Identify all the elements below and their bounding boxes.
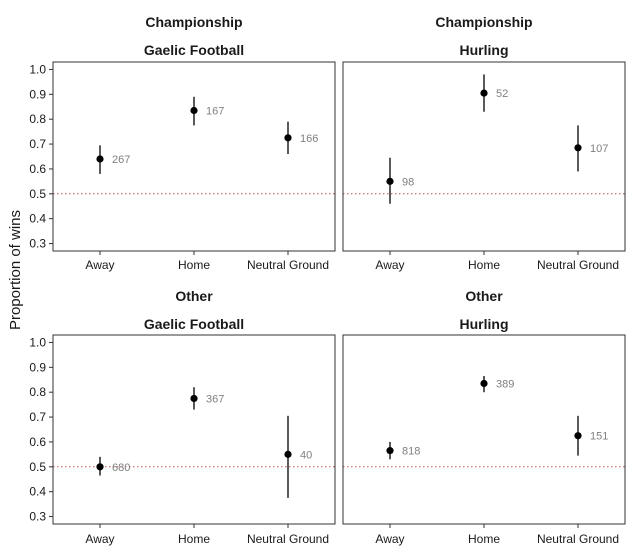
x-tick-label: Home: [178, 258, 210, 272]
panel-column-label: Hurling: [460, 316, 509, 332]
panel-row-label: Championship: [145, 14, 242, 30]
sample-size-label: 167: [206, 105, 224, 117]
panel-row-label: Other: [175, 288, 213, 304]
data-point: [574, 432, 582, 440]
x-tick-label: Neutral Ground: [537, 258, 619, 272]
x-tick-label: Neutral Ground: [247, 258, 329, 272]
y-tick-label: 0.5: [29, 187, 46, 201]
x-tick-label: Home: [468, 532, 500, 546]
y-tick-label: 1.0: [29, 335, 46, 349]
y-tick-label: 1.0: [29, 62, 46, 76]
sample-size-label: 267: [112, 154, 130, 166]
x-tick-label: Neutral Ground: [247, 532, 329, 546]
panel-border: [52, 334, 336, 525]
sample-size-label: 166: [300, 133, 318, 145]
sample-size-label: 367: [206, 393, 224, 405]
y-tick-label: 0.3: [29, 510, 46, 524]
y-tick-label: 0.4: [29, 212, 46, 226]
sample-size-label: 40: [300, 449, 312, 461]
panel-border: [342, 334, 626, 525]
x-tick-label: Away: [85, 258, 114, 272]
x-tick-label: Neutral Ground: [537, 532, 619, 546]
sample-size-label: 52: [496, 88, 508, 100]
y-tick-label: 0.8: [29, 112, 46, 126]
sample-size-label: 389: [496, 378, 514, 390]
y-tick-label: 0.9: [29, 87, 46, 101]
panel-column-label: Gaelic Football: [144, 316, 244, 332]
y-tick-label: 0.7: [29, 137, 46, 151]
data-point: [284, 134, 292, 142]
sample-size-label: 107: [590, 143, 608, 155]
panel-column-label: Hurling: [460, 42, 509, 58]
data-point: [480, 379, 488, 388]
x-tick-label: Away: [85, 532, 114, 546]
data-point: [284, 450, 292, 458]
x-tick-label: Away: [375, 258, 404, 272]
sample-size-label: 680: [112, 462, 130, 474]
panel-row-label: Other: [465, 288, 503, 304]
data-point: [574, 144, 582, 152]
data-point: [386, 177, 394, 185]
panel-row-label: Championship: [435, 14, 532, 30]
y-tick-label: 0.3: [29, 237, 46, 251]
y-tick-label: 0.9: [29, 360, 46, 374]
data-point: [190, 394, 198, 403]
data-point: [96, 155, 104, 163]
data-point: [386, 447, 394, 455]
y-tick-label: 0.5: [29, 460, 46, 474]
y-axis-label: Proportion of wins: [7, 210, 24, 330]
x-tick-label: Home: [178, 532, 210, 546]
sample-size-label: 151: [590, 431, 608, 443]
x-tick-label: Home: [468, 258, 500, 272]
sample-size-label: 98: [402, 176, 414, 188]
x-tick-label: Away: [375, 532, 404, 546]
data-point: [190, 106, 198, 115]
y-tick-label: 0.4: [29, 485, 46, 499]
panel-border: [52, 61, 336, 252]
sample-size-label: 818: [402, 446, 420, 458]
y-tick-label: 0.8: [29, 385, 46, 399]
data-point: [480, 89, 488, 97]
y-tick-label: 0.7: [29, 410, 46, 424]
y-tick-label: 0.6: [29, 435, 46, 449]
panel-column-label: Gaelic Football: [144, 42, 244, 58]
data-point: [96, 463, 104, 471]
y-tick-label: 0.6: [29, 162, 46, 176]
